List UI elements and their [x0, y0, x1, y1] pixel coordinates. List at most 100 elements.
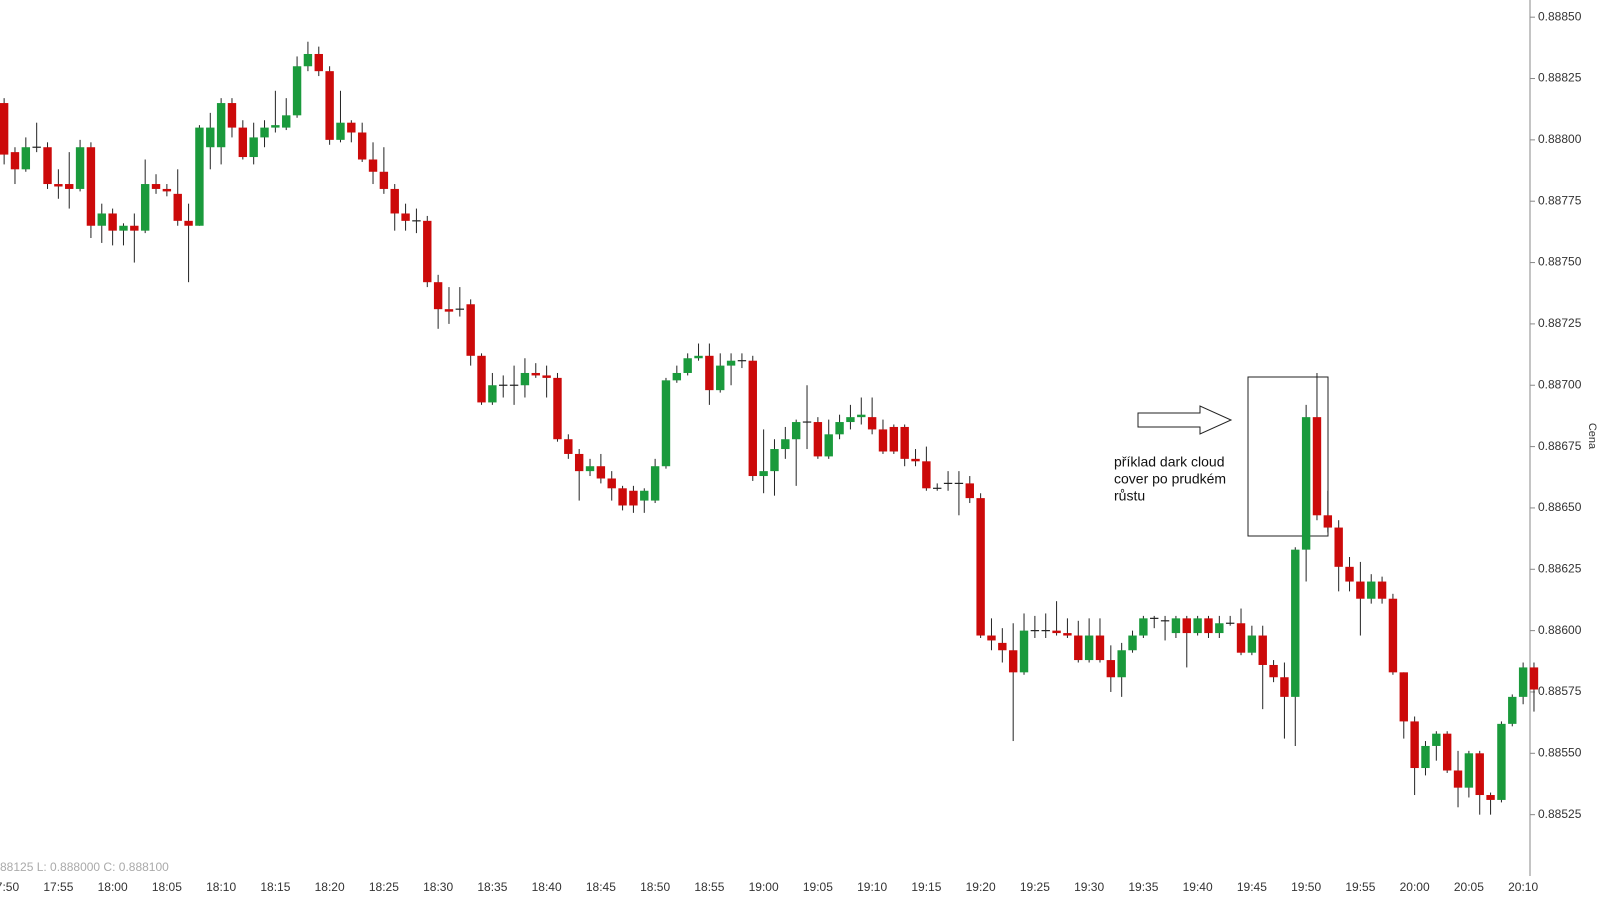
bearish-candle	[1008, 650, 1018, 673]
bearish-candle	[596, 466, 606, 479]
bearish-candle	[477, 355, 486, 403]
bearish-candle	[1095, 635, 1105, 661]
bullish-candle	[271, 125, 280, 128]
bearish-candle	[553, 377, 562, 440]
bullish-candle	[292, 66, 302, 116]
x-tick-label: 18:50	[640, 880, 670, 894]
bearish-candle	[1074, 635, 1083, 661]
bearish-candle	[1529, 667, 1539, 690]
bullish-candle	[195, 127, 204, 226]
bullish-candle	[661, 380, 671, 467]
x-tick-label: 19:55	[1345, 880, 1375, 894]
x-tick-label: 20:10	[1508, 880, 1538, 894]
bearish-candle	[173, 193, 182, 221]
bullish-candle	[1508, 696, 1517, 724]
bullish-candle	[140, 184, 150, 231]
info-line: 88125 L: 0.888000 C: 0.888100	[0, 860, 169, 874]
bearish-candle	[813, 422, 823, 457]
y-tick-label: 0.88625	[1538, 561, 1582, 575]
bearish-candle	[1258, 635, 1267, 665]
bullish-candle	[282, 115, 291, 128]
bearish-candle	[1356, 581, 1365, 599]
x-tick-label: 19:35	[1128, 880, 1158, 894]
bullish-candle	[21, 147, 31, 170]
x-tick-label: 18:00	[98, 880, 128, 894]
x-tick-label: 17:50	[0, 880, 19, 894]
bullish-candle	[846, 417, 855, 423]
bearish-candle	[1182, 618, 1191, 634]
bullish-candle	[585, 466, 595, 472]
bearish-candle	[86, 147, 96, 226]
bearish-candle	[1334, 527, 1343, 567]
y-tick-label: 0.88550	[1538, 745, 1582, 759]
bullish-candle	[1171, 618, 1181, 634]
bullish-candle	[260, 127, 269, 138]
bullish-candle	[1464, 753, 1474, 788]
bearish-candle	[466, 304, 475, 356]
bullish-candle	[716, 365, 725, 391]
bullish-candle	[1291, 549, 1300, 697]
x-tick-label: 19:20	[966, 880, 996, 894]
bullish-candle	[75, 147, 85, 189]
x-tick-label: 19:50	[1291, 880, 1321, 894]
y-tick-label: 0.88800	[1538, 132, 1582, 146]
bearish-candle	[1106, 660, 1116, 678]
bearish-candle	[1486, 795, 1495, 800]
bearish-candle	[531, 372, 540, 376]
bearish-candle	[987, 635, 996, 641]
bullish-candle	[1247, 635, 1257, 653]
bearish-candle	[705, 355, 714, 391]
bearish-candle	[401, 213, 410, 221]
bearish-candle	[390, 188, 399, 214]
x-tick-label: 19:40	[1183, 880, 1213, 894]
bullish-candle	[672, 372, 682, 381]
bearish-candle	[542, 375, 551, 378]
y-tick-label: 0.88650	[1538, 500, 1582, 514]
bullish-candle	[1497, 723, 1506, 800]
x-tick-label: 19:05	[803, 880, 833, 894]
arrow	[1137, 405, 1233, 435]
bullish-candle	[488, 385, 497, 403]
x-tick-label: 18:45	[586, 880, 616, 894]
x-tick-label: 19:15	[911, 880, 941, 894]
bullish-candle	[1518, 667, 1528, 697]
y-axis-title: Cena	[1586, 423, 1598, 450]
bearish-candle	[911, 458, 920, 462]
bearish-candle	[976, 498, 985, 636]
bearish-candle	[325, 71, 334, 140]
bullish-candle	[303, 53, 313, 67]
x-tick-label: 19:25	[1020, 880, 1050, 894]
bullish-candle	[206, 127, 215, 148]
bearish-candle	[1063, 633, 1072, 636]
bearish-candle	[607, 478, 616, 489]
bullish-candle	[249, 137, 258, 158]
bullish-candle	[520, 372, 530, 386]
bullish-candle	[640, 490, 649, 501]
bearish-candle	[162, 188, 172, 192]
bullish-candle	[1084, 635, 1094, 661]
bearish-candle	[1312, 417, 1322, 516]
bearish-candle	[54, 184, 63, 187]
highlight-box	[1247, 376, 1329, 537]
x-tick-label: 18:25	[369, 880, 399, 894]
bearish-candle	[43, 147, 52, 185]
x-tick-label: 20:05	[1454, 880, 1484, 894]
annotation-line: cover po prudkém	[1114, 471, 1226, 487]
bullish-candle	[119, 225, 128, 231]
bearish-candle	[1377, 581, 1387, 599]
bearish-candle	[130, 225, 139, 231]
y-tick-label: 0.88575	[1538, 684, 1582, 698]
bearish-candle	[965, 483, 974, 499]
bearish-candle	[629, 490, 638, 506]
x-tick-label: 18:35	[477, 880, 507, 894]
bearish-candle	[1399, 672, 1408, 722]
bearish-candle	[1236, 623, 1246, 653]
bearish-candle	[867, 417, 877, 430]
bearish-candle	[1475, 753, 1484, 796]
bearish-candle	[423, 220, 432, 283]
bearish-candle	[900, 426, 909, 459]
bearish-candle	[1269, 664, 1278, 678]
bearish-candle	[108, 213, 117, 231]
